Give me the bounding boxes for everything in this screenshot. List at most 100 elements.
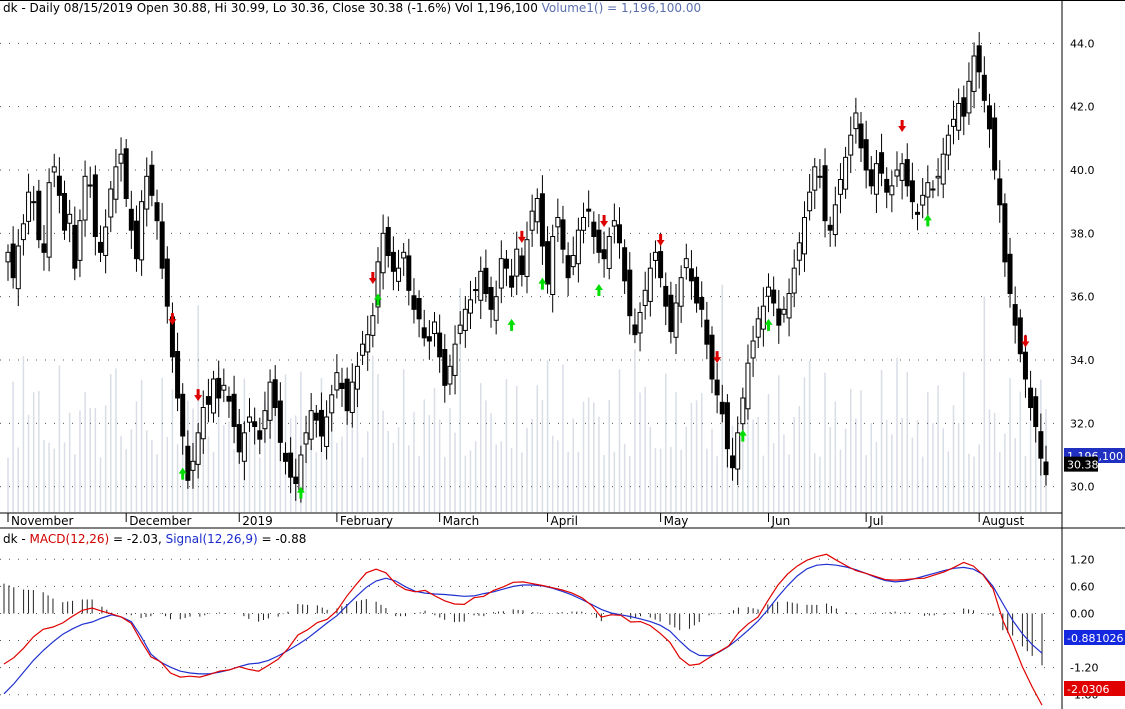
candle-up	[452, 343, 458, 376]
candle-down	[442, 349, 448, 386]
candle-down	[560, 219, 566, 250]
candle-down	[87, 184, 93, 187]
close-value-box-text: 30.38	[1067, 459, 1099, 472]
month-label: Jun	[771, 514, 791, 528]
candle-down	[591, 221, 597, 238]
candle-up	[113, 166, 119, 200]
candle-down	[503, 258, 509, 269]
candle-down	[97, 241, 103, 253]
candle-down	[416, 298, 422, 320]
candle-down	[133, 220, 139, 260]
candle-down	[997, 178, 1003, 206]
candle-down	[627, 269, 633, 317]
sell-arrow-icon	[194, 389, 203, 402]
candle-down	[776, 308, 782, 326]
candle-up	[15, 245, 21, 290]
candle-down	[339, 382, 345, 390]
separator: -	[17, 532, 30, 546]
macd-lines	[3, 553, 1043, 706]
candle-up	[791, 267, 797, 294]
candle-down	[1028, 387, 1034, 409]
candle-down	[622, 247, 628, 282]
candle-up	[514, 248, 520, 277]
candle-down	[730, 455, 736, 469]
candle-down	[72, 224, 78, 269]
macd-header: dk - MACD(12,26) = -2.03, Signal(12,26,9…	[3, 532, 306, 546]
candle-up	[360, 343, 366, 356]
candle-down	[205, 396, 211, 405]
candle-up	[930, 188, 936, 191]
candle-down	[390, 251, 396, 272]
candle-up	[467, 299, 473, 314]
candle-down	[159, 221, 165, 269]
candle-up	[555, 217, 561, 228]
candle-down	[992, 117, 998, 171]
candle-down	[164, 258, 170, 307]
sell-arrow-icon	[656, 234, 665, 246]
sell-arrow-icon	[898, 120, 907, 132]
candle-down	[483, 267, 489, 295]
month-label: February	[340, 514, 393, 528]
candle-down	[863, 139, 869, 171]
candle-up	[750, 340, 756, 359]
candle-up	[966, 80, 972, 114]
candle-down	[426, 336, 432, 342]
candle-up	[365, 334, 371, 353]
price-axis-labels: 44.0 42.0 40.0 38.0 36.0 34.0 32.0 30.0	[1070, 37, 1095, 493]
candle-down	[884, 178, 890, 193]
candle-up	[945, 134, 951, 156]
candle-up	[853, 112, 859, 130]
macd-tick-label: 1.20	[1070, 553, 1095, 566]
candle-up	[781, 308, 787, 315]
candle-up	[647, 267, 653, 302]
candle-up	[241, 432, 247, 462]
candle-up	[82, 175, 88, 221]
candle-down	[313, 412, 319, 421]
candle-up	[349, 381, 355, 413]
candle-up	[26, 191, 32, 222]
candle-down	[1038, 431, 1044, 459]
candle-up	[375, 261, 381, 308]
price-header: dk - Daily 08/15/2019 Open 30.88, Hi 30.…	[3, 1, 701, 15]
candle-up	[334, 372, 340, 391]
candle-up	[46, 182, 52, 258]
candle-down	[986, 105, 992, 130]
candle-up	[745, 362, 751, 410]
signal-arrows	[168, 120, 1030, 499]
candle-up	[683, 258, 689, 269]
candle-up	[606, 236, 612, 269]
candle-down	[277, 400, 283, 443]
candle-down	[616, 224, 622, 244]
macd-value-box-text: -2.0306	[1067, 683, 1109, 696]
candle-up	[103, 226, 109, 256]
macd-value: = -2.03,	[109, 532, 166, 546]
sell-arrow-icon	[1021, 335, 1030, 348]
price-tick-label: 42.0	[1070, 101, 1095, 114]
candle-down	[688, 268, 694, 282]
candle-up	[550, 236, 556, 295]
candle-down	[175, 351, 181, 399]
candle-down	[586, 208, 592, 212]
candle-down	[565, 255, 571, 279]
candle-up	[329, 394, 335, 414]
candle-down	[128, 208, 134, 231]
volume-summary: Volume1() = 1,196,100.00	[541, 1, 702, 15]
candle-down	[519, 255, 525, 275]
candle-up	[760, 305, 766, 330]
month-label: December	[129, 514, 191, 528]
candle-up	[801, 217, 807, 255]
candle-up	[354, 365, 360, 390]
buy-arrow-icon	[738, 429, 747, 442]
candle-down	[1033, 396, 1039, 428]
candle-up	[221, 384, 227, 391]
candle-down	[216, 377, 222, 399]
candle-down	[344, 378, 350, 412]
buy-arrow-icon	[923, 214, 932, 227]
candle-up	[837, 179, 843, 195]
candle-down	[236, 424, 242, 453]
candle-down	[406, 255, 412, 291]
candle-up	[529, 210, 535, 231]
signal-value: = -0.88	[257, 532, 307, 546]
